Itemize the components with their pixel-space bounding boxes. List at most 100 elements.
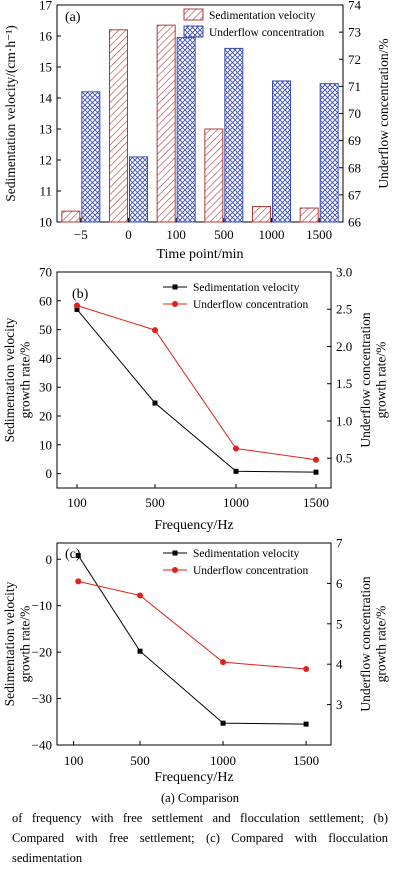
left-axis-tick-label: 12 — [39, 153, 52, 168]
right-axis-tick-label: 0.5 — [336, 451, 352, 466]
right-axis-tick-label: 72 — [348, 52, 361, 67]
data-point-underflow-concentration — [75, 578, 82, 585]
right-axis-tick-label: 3.0 — [336, 265, 352, 280]
bar-underflow-concentration — [129, 156, 148, 223]
figure-caption-title: (a) Comparison — [160, 791, 240, 805]
data-point-sedimentation-velocity — [313, 469, 319, 475]
bar-underflow-concentration — [81, 91, 101, 223]
left-axis-tick-label: 15 — [39, 60, 52, 75]
bar-underflow-concentration — [224, 47, 244, 223]
data-point-underflow-concentration — [74, 302, 80, 309]
right-axis-tick-label: 69 — [348, 133, 361, 148]
data-point-sedimentation-velocity — [75, 553, 81, 559]
legend-swatch-velocity — [183, 8, 204, 21]
left-axis-tick-label: 50 — [39, 322, 52, 337]
right-axis-tick-label: 2.0 — [336, 339, 352, 354]
left-axis-title-line: Sedimentation velocity/(cm·h⁻¹) — [3, 25, 18, 202]
right-axis-title: Underflow concentrationgrowth rate/% — [358, 576, 389, 712]
right-axis-tick-label: 74 — [348, 0, 362, 13]
data-point-sedimentation-velocity — [220, 720, 226, 726]
x-axis-tick-label: 0 — [125, 227, 132, 242]
right-axis-tick-label: 2.5 — [336, 302, 352, 317]
right-axis-tick-label: 68 — [348, 160, 361, 175]
left-axis-tick-label: 13 — [39, 122, 52, 137]
x-axis-tick-label: 500 — [130, 753, 150, 768]
left-axis-title-line: Sedimentation velocity — [2, 581, 17, 706]
x-axis-title: Frequency/Hz — [154, 770, 233, 785]
series-line-sedimentation-velocity — [76, 309, 317, 473]
chart-panel-a: 10 11 12 13 14 15 16 17 66 67 68 69 70 71 72 73 74 −5 0 100… — [3, 0, 391, 262]
data-point-underflow-concentration — [152, 327, 158, 334]
right-axis-title-line: Underflow concentration — [358, 576, 373, 712]
right-axis-title-line: growth rate/% — [374, 606, 389, 683]
chart-panel-b: 0 10 20 30 40 50 60 70 0.5 1.0 1.5 2.0 2.5 3.0 100 500 1… — [2, 265, 389, 534]
bar-sedimentation-velocity — [204, 128, 224, 223]
left-axis-title: Sedimentation velocity/(cm·h⁻¹) — [3, 25, 18, 202]
x-axis-tick-label: 1000 — [223, 495, 249, 510]
data-point-sedimentation-velocity — [233, 468, 239, 474]
legend-label: Underflow concentration — [193, 565, 309, 577]
legend-marker — [172, 550, 178, 556]
right-axis-tick-label: 1.0 — [336, 413, 352, 428]
x-axis-title: Time point/min — [156, 247, 243, 262]
left-axis-tick-label: 11 — [39, 184, 52, 199]
data-point-sedimentation-velocity — [152, 400, 158, 406]
data-point-sedimentation-velocity — [137, 648, 143, 654]
left-axis-title-line: growth rate/% — [18, 342, 33, 419]
right-axis-title-line: Underflow concentration — [358, 312, 373, 448]
right-axis-tick-label: 3 — [336, 697, 343, 712]
bar-sedimentation-velocity — [61, 210, 81, 223]
right-axis-tick-label: 6 — [336, 576, 343, 591]
bar-sedimentation-velocity — [252, 206, 271, 223]
left-axis-tick-label: 60 — [39, 293, 52, 308]
left-axis-tick-label: 10 — [39, 437, 52, 452]
x-axis-tick-label: 500 — [214, 227, 234, 242]
series-line-underflow-concentration — [78, 580, 307, 670]
figure-caption-body: of frequency with free settlement and fl… — [12, 811, 388, 865]
left-axis-tick-label: 70 — [39, 265, 52, 280]
panel-label: (c) — [65, 547, 81, 562]
left-axis-tick-label: 40 — [39, 351, 52, 366]
right-axis-title-line: Underflow concentration/% — [376, 38, 391, 188]
x-axis-tick-label: 1000 — [210, 753, 236, 768]
bar-sedimentation-velocity — [299, 207, 319, 223]
x-axis-tick-label: 1000 — [259, 227, 285, 242]
left-axis-tick-label: 0 — [46, 552, 53, 567]
legend-marker — [172, 284, 178, 290]
legend-label: Underflow concentration — [209, 27, 325, 39]
right-axis-tick-label: 73 — [348, 25, 361, 40]
x-axis-tick-label: 100 — [67, 495, 87, 510]
data-point-underflow-concentration — [220, 659, 227, 666]
legend-label: Sedimentation velocity — [193, 548, 300, 560]
left-axis-tick-label: 0 — [46, 466, 53, 481]
right-axis-title-line: growth rate/% — [374, 342, 389, 419]
right-axis-tick-label: 4 — [336, 657, 343, 672]
data-point-sedimentation-velocity — [303, 721, 309, 727]
x-axis-tick-label: 1500 — [303, 495, 329, 510]
left-axis-title: Sedimentation velocitygrowth rate/% — [2, 581, 33, 706]
right-axis-title: Underflow concentration/% — [376, 38, 391, 188]
data-point-sedimentation-velocity — [74, 306, 80, 312]
right-axis-tick-label: 71 — [348, 79, 361, 94]
x-axis-tick-label: 100 — [166, 227, 186, 242]
bar-sedimentation-velocity — [109, 29, 128, 223]
left-axis-tick-label: 20 — [39, 409, 52, 424]
chart-panel-c: 0 −10 −20 −30 −40 3 4 5 6 7 100 500 1000 1500 (c) Frequ… — [2, 536, 389, 786]
panel-label: (a) — [65, 10, 81, 25]
left-axis-tick-label: 30 — [39, 380, 52, 395]
x-axis-tick-label: 1500 — [306, 227, 332, 242]
left-axis-title-line: growth rate/% — [18, 606, 33, 683]
right-axis-tick-label: 70 — [348, 106, 361, 121]
bar-sedimentation-velocity — [156, 24, 176, 223]
left-axis-tick-label: −20 — [32, 645, 52, 660]
legend-label: Underflow concentration — [193, 299, 309, 311]
legend-marker — [172, 567, 178, 573]
data-point-underflow-concentration — [303, 666, 310, 673]
x-axis-tick-label: 100 — [64, 753, 84, 768]
x-axis-title: Frequency/Hz — [154, 518, 233, 533]
panel-label: (b) — [72, 287, 89, 302]
left-axis-tick-label: −40 — [32, 738, 52, 753]
legend-swatch-concentration — [183, 25, 204, 38]
data-point-underflow-concentration — [313, 456, 319, 463]
